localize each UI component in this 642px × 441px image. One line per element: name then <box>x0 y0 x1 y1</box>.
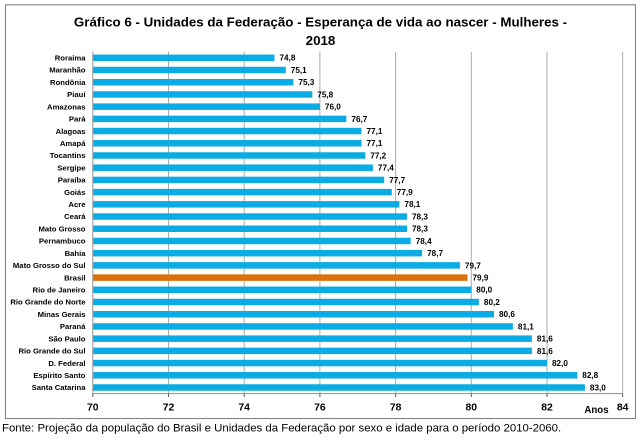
svg-text:81,6: 81,6 <box>537 347 553 356</box>
svg-text:Bahia: Bahia <box>65 249 87 258</box>
svg-text:77,1: 77,1 <box>367 127 383 136</box>
svg-text:75,3: 75,3 <box>298 78 314 87</box>
svg-text:2018: 2018 <box>306 33 336 48</box>
svg-text:Goiás: Goiás <box>64 188 85 197</box>
svg-text:Maranhão: Maranhão <box>49 66 86 75</box>
svg-text:Amazonas: Amazonas <box>47 102 85 111</box>
svg-text:75,1: 75,1 <box>291 66 307 75</box>
svg-text:77,2: 77,2 <box>370 151 386 160</box>
svg-text:Piauí: Piauí <box>67 90 86 99</box>
svg-text:72: 72 <box>163 403 175 414</box>
svg-text:80,6: 80,6 <box>499 310 515 319</box>
svg-text:83,0: 83,0 <box>590 383 606 392</box>
svg-text:78,4: 78,4 <box>416 237 432 246</box>
svg-text:Mato Grosso: Mato Grosso <box>39 224 86 233</box>
svg-text:81,1: 81,1 <box>518 322 534 331</box>
svg-text:Pará: Pará <box>69 115 86 124</box>
svg-text:Rio Grande do Norte: Rio Grande do Norte <box>10 298 86 307</box>
svg-text:Rondônia: Rondônia <box>50 78 86 87</box>
svg-text:82,0: 82,0 <box>552 359 568 368</box>
svg-text:Amapá: Amapá <box>60 139 86 148</box>
svg-text:77,9: 77,9 <box>397 188 413 197</box>
svg-text:79,7: 79,7 <box>465 261 481 270</box>
svg-text:82,8: 82,8 <box>582 371 598 380</box>
svg-text:Anos: Anos <box>584 405 608 416</box>
svg-text:Paraíba: Paraíba <box>58 176 87 185</box>
svg-text:77,7: 77,7 <box>389 176 405 185</box>
svg-text:79,9: 79,9 <box>473 274 489 283</box>
svg-text:Ceará: Ceará <box>64 212 86 221</box>
svg-text:São Paulo: São Paulo <box>48 334 85 343</box>
svg-text:Rio de Janeiro: Rio de Janeiro <box>33 286 86 295</box>
svg-text:78,1: 78,1 <box>404 200 420 209</box>
svg-text:Alagoas: Alagoas <box>56 127 86 136</box>
svg-text:80: 80 <box>466 403 478 414</box>
svg-text:77,1: 77,1 <box>367 139 383 148</box>
svg-text:70: 70 <box>87 403 99 414</box>
svg-text:78,3: 78,3 <box>412 225 428 234</box>
svg-text:Roraima: Roraima <box>55 54 86 63</box>
svg-text:74,8: 74,8 <box>280 54 296 63</box>
svg-text:Gráfico 6 - Unidades da Federa: Gráfico 6 - Unidades da Federação - Espe… <box>74 15 567 30</box>
svg-text:Acre: Acre <box>68 200 86 209</box>
svg-text:76: 76 <box>314 403 326 414</box>
svg-text:82: 82 <box>541 403 553 414</box>
svg-text:Paraná: Paraná <box>60 322 86 331</box>
svg-text:Espírito Santo: Espírito Santo <box>33 371 85 380</box>
svg-text:Sergipe: Sergipe <box>57 163 86 172</box>
svg-text:80,0: 80,0 <box>476 286 492 295</box>
svg-text:76,7: 76,7 <box>351 115 367 124</box>
svg-text:76,0: 76,0 <box>325 103 341 112</box>
svg-text:Mato Grosso do Sul: Mato Grosso do Sul <box>13 261 86 270</box>
svg-text:80,2: 80,2 <box>484 298 500 307</box>
svg-text:78,3: 78,3 <box>412 212 428 221</box>
svg-text:74: 74 <box>238 403 250 414</box>
svg-text:Pernambuco: Pernambuco <box>39 237 86 246</box>
svg-text:Rio Grande do Sul: Rio Grande do Sul <box>18 347 85 356</box>
svg-text:81,6: 81,6 <box>537 335 553 344</box>
svg-text:Brasil: Brasil <box>64 273 85 282</box>
svg-text:78: 78 <box>390 403 402 414</box>
svg-text:Minas Gerais: Minas Gerais <box>38 310 86 319</box>
svg-text:77,4: 77,4 <box>378 164 394 173</box>
svg-text:84: 84 <box>617 403 629 414</box>
svg-text:Santa Catarina: Santa Catarina <box>32 383 87 392</box>
svg-text:D. Federal: D. Federal <box>48 359 85 368</box>
svg-text:78,7: 78,7 <box>427 249 443 258</box>
svg-text:75,8: 75,8 <box>317 90 333 99</box>
svg-text:Fonte: Projeção da população d: Fonte: Projeção da população do Brasil e… <box>2 422 561 434</box>
svg-text:Tocantins: Tocantins <box>50 151 86 160</box>
